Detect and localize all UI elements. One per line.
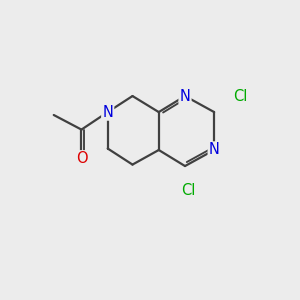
Text: Cl: Cl	[181, 183, 195, 198]
Text: O: O	[76, 151, 87, 166]
Text: N: N	[102, 105, 113, 120]
Text: N: N	[180, 88, 190, 104]
Text: Cl: Cl	[233, 88, 247, 104]
Text: N: N	[209, 142, 220, 158]
